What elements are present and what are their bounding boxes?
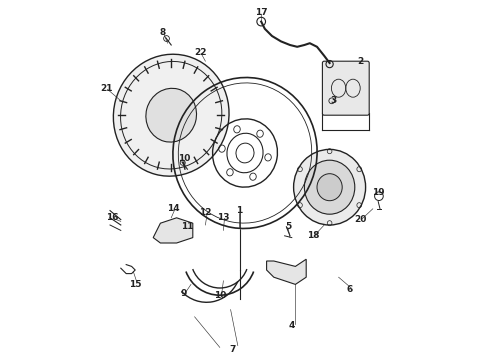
Text: 16: 16: [105, 213, 118, 222]
Ellipse shape: [113, 54, 229, 176]
Text: 20: 20: [354, 215, 367, 224]
Text: 3: 3: [330, 96, 336, 105]
Text: 21: 21: [100, 84, 113, 93]
FancyBboxPatch shape: [322, 61, 369, 115]
Text: 10: 10: [177, 154, 190, 163]
Text: 9: 9: [181, 289, 187, 298]
Ellipse shape: [294, 149, 366, 225]
Text: 13: 13: [217, 213, 230, 222]
Polygon shape: [153, 218, 193, 243]
Text: 5: 5: [285, 222, 292, 231]
Text: 2: 2: [357, 57, 363, 66]
Text: 11: 11: [181, 222, 194, 231]
Ellipse shape: [146, 88, 196, 142]
Text: 10: 10: [214, 291, 226, 300]
Text: 15: 15: [129, 280, 142, 289]
Text: 18: 18: [307, 231, 319, 240]
Text: 7: 7: [229, 345, 236, 354]
Text: 8: 8: [159, 28, 165, 37]
Text: 1: 1: [237, 206, 243, 215]
Polygon shape: [267, 259, 306, 284]
Text: 6: 6: [346, 285, 352, 294]
Text: 14: 14: [167, 204, 179, 213]
Text: 22: 22: [194, 48, 206, 57]
Text: 4: 4: [289, 321, 295, 330]
Ellipse shape: [317, 174, 342, 201]
Text: 12: 12: [199, 208, 212, 217]
Text: 19: 19: [372, 188, 385, 197]
Ellipse shape: [304, 160, 355, 214]
Ellipse shape: [121, 62, 222, 169]
Text: 17: 17: [255, 8, 268, 17]
